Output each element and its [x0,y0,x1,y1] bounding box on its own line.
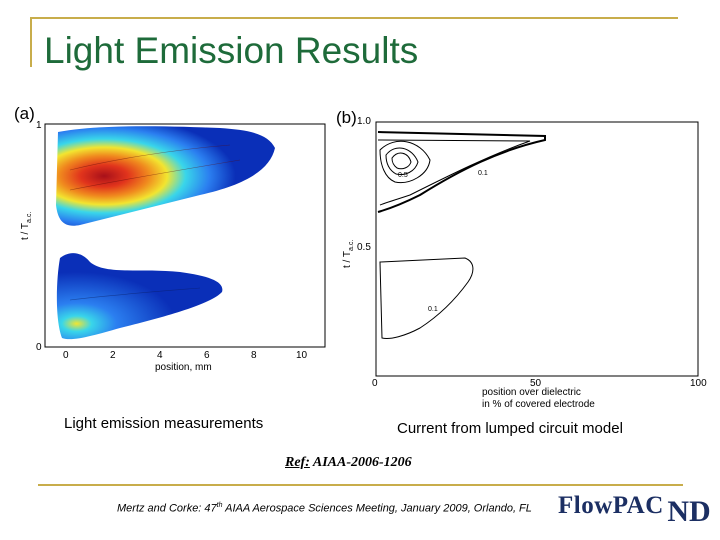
svg-text:ND: ND [667,495,710,528]
contour-label-2: 0.1 [478,170,488,177]
contour-label-1: 0.5 [398,172,408,179]
panel-a-xtick-10: 10 [296,350,308,361]
reference-citation: Ref: AIAA-2006-1206 [285,455,412,470]
panel-b-label: (b) [336,108,357,127]
panel-a-ytick-0: 0 [36,342,42,353]
panel-b-xlabel-line1: position over dielectric [482,387,581,398]
contour-label-3: 0.1 [428,306,438,313]
panel-b-caption: Current from lumped circuit model [397,420,623,437]
left-accent-line [30,17,32,67]
panel-a-xtick-8: 8 [251,350,257,361]
bottom-accent-line [38,484,683,486]
flowpac-logo: FlowPAC [558,492,664,519]
panel-a-label: (a) [14,104,35,123]
panel-b-ytick-05: 0.5 [357,242,371,253]
panel-a-xlabel: position, mm [155,362,212,373]
panel-b-xlabel-line2: in % of covered electrode [482,399,595,410]
slide-title: Light Emission Results [44,30,419,71]
panel-b-ylabel: t / Ta.c. [342,239,355,268]
panel-a-xtick-0: 0 [63,350,69,361]
panel-a-xtick-4: 4 [157,350,163,361]
panel-b-ytick-1: 1.0 [357,116,371,127]
panel-a-ylabel: t / Ta.c. [20,211,33,240]
panel-b-xtick-0: 0 [372,378,378,389]
panel-a-caption: Light emission measurements [64,415,264,432]
footer-citation: Mertz and Corke: 47th AIAA Aerospace Sci… [117,502,532,515]
panel-a-xtick-6: 6 [204,350,210,361]
notre-dame-logo: ND [667,493,711,528]
panel-b-xtick-100: 100 [690,378,707,389]
panel-a-ytick-1: 1 [36,120,42,131]
panel-b-xtick-50: 50 [530,378,542,389]
panel-a-xtick-2: 2 [110,350,116,361]
top-accent-line [30,17,678,19]
